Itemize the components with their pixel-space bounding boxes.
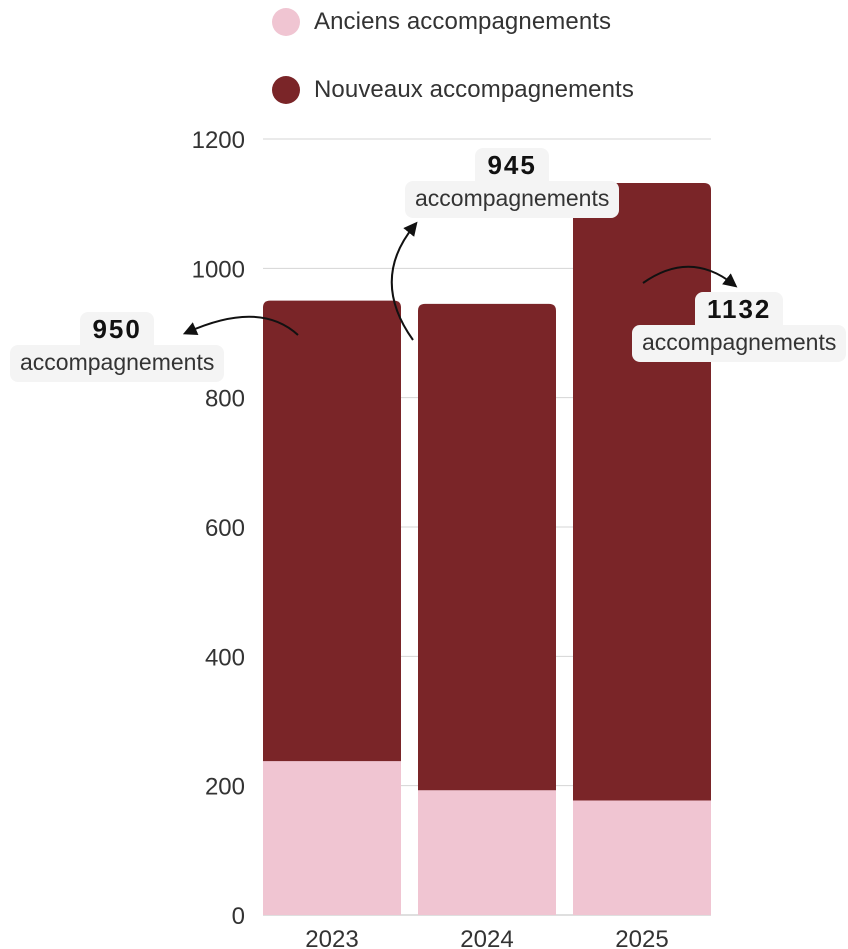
bar-2025-nouveaux[interactable] [573,182,711,801]
arrow-2024 [390,221,418,341]
x-axis-ticks: 2023 2024 2025 [305,926,668,949]
y-tick-label: 800 [205,386,245,413]
y-tick-label: 200 [205,774,245,801]
callout-2023: 950 accompagnements [10,312,225,382]
callout-2023-value: 950 [92,314,142,344]
legend: Anciens accompagnements Nouveaux accompa… [272,4,634,140]
y-tick-label: 1200 [192,127,245,154]
callout-2024-value: 945 [487,150,537,180]
x-tick-label-2024: 2024 [460,926,513,949]
y-tick-label: 600 [205,515,245,542]
legend-item-nouveaux[interactable]: Nouveaux accompagnements [272,72,634,108]
callout-2025-value: 1132 [706,294,772,324]
legend-swatch-anciens [272,8,300,36]
legend-label-anciens: Anciens accompagnements [314,8,612,35]
arrow-2023 [182,315,299,336]
bar-2023-anciens[interactable] [263,761,401,915]
bar-2025-anciens[interactable] [573,800,711,915]
callout-arrows [182,221,738,341]
callout-2025-text-box: accompagnements [632,325,847,362]
legend-item-anciens[interactable]: Anciens accompagnements [272,4,634,40]
x-tick-label-2023: 2023 [305,926,358,949]
y-tick-label: 0 [232,903,245,930]
callout-2023-text-box: accompagnements [10,345,225,382]
bar-2024-anciens[interactable] [418,790,556,915]
y-tick-label: 400 [205,644,245,671]
x-tick-label-2025: 2025 [615,926,668,949]
callout-2024-text-box: accompagnements [405,181,620,218]
callout-2025-text: accompagnements [642,329,837,355]
callout-2025-value-box: 1132 [694,292,784,325]
callout-2024-value-box: 945 [475,148,549,181]
bar-2023-nouveaux[interactable] [263,300,401,762]
callout-2025: 1132 accompagnements [632,292,847,362]
bar-2024-nouveaux[interactable] [418,303,556,791]
arrow-2025 [642,265,738,288]
y-axis-ticks: 0 200 400 600 800 1000 1200 [192,127,245,930]
callout-2024: 945 accompagnements [405,148,620,218]
callout-2023-value-box: 950 [80,312,154,345]
legend-swatch-nouveaux [272,76,300,104]
callout-2023-text: accompagnements [20,349,215,375]
y-tick-label: 1000 [192,256,245,283]
callout-2024-text: accompagnements [415,185,610,211]
legend-label-nouveaux: Nouveaux accompagnements [314,76,634,103]
